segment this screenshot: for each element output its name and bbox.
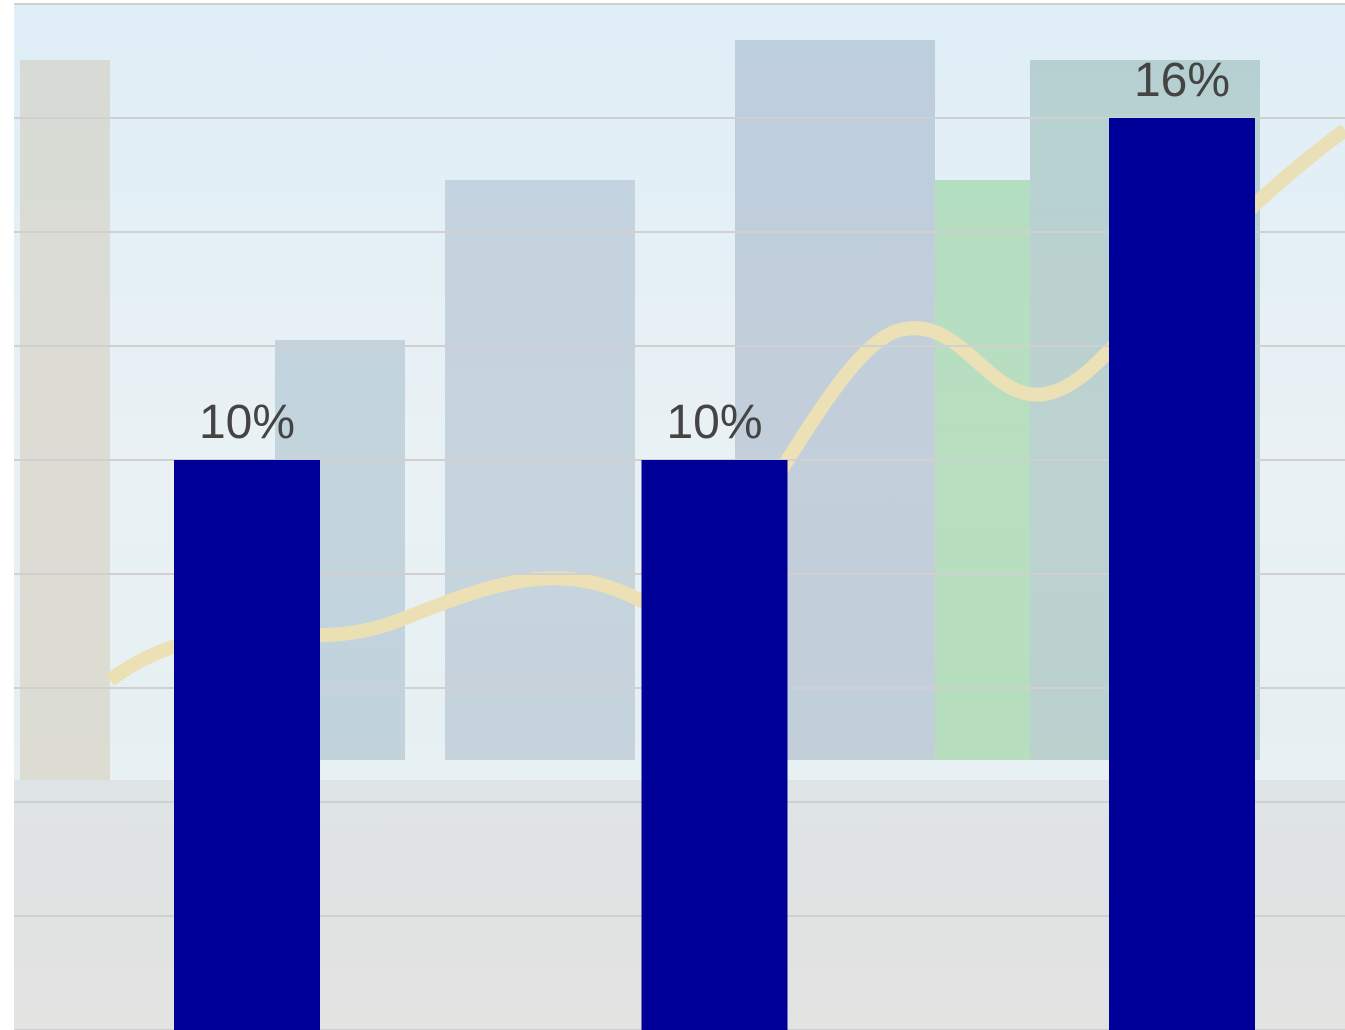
bar — [1109, 118, 1255, 1030]
bar — [641, 460, 788, 1030]
data-label: 16% — [1134, 54, 1230, 107]
bar — [174, 460, 320, 1030]
data-label: 10% — [666, 396, 762, 449]
data-label: 10% — [199, 396, 295, 449]
